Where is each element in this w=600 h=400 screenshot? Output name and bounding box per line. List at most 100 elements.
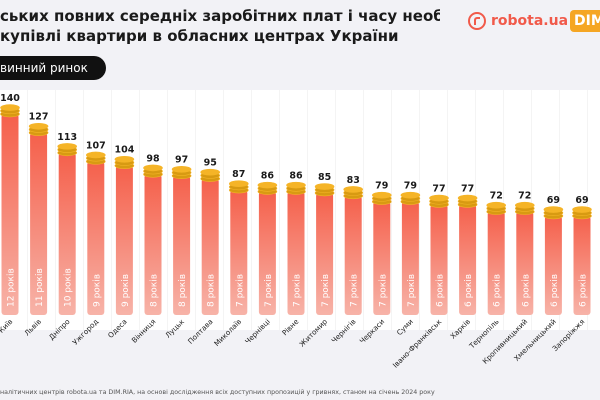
bars-group: 140 12 років Київ 127 11 років Львів 113 10 рок…	[0, 93, 592, 370]
coin-icon	[343, 186, 364, 193]
coin-icon	[229, 180, 249, 187]
coin-icon	[457, 194, 478, 202]
bar-value-label: 98	[146, 153, 160, 164]
bar-years-label: 8 років	[150, 274, 160, 307]
category-label: Одеса	[106, 317, 129, 340]
bar	[316, 192, 334, 315]
coin-icon	[171, 166, 192, 173]
bar-value-label: 107	[86, 140, 106, 151]
category-label: Полтава	[186, 317, 215, 346]
footer	[0, 376, 600, 400]
category-label: Дніпро	[47, 317, 72, 342]
bar-value-label: 72	[518, 191, 531, 202]
bar-value-label: 79	[375, 181, 388, 192]
coin-icon	[28, 122, 49, 130]
bar	[287, 191, 305, 315]
coin-icon	[486, 201, 507, 209]
bar	[30, 132, 48, 315]
bar-value-label: 85	[318, 172, 331, 183]
category-label: Київ	[0, 317, 14, 335]
bar-years-label: 7 років	[293, 274, 303, 307]
title-line-1: ських повних середніх заробітних плат і …	[0, 7, 440, 25]
bar-years-label: 6 років	[579, 274, 589, 307]
bar	[516, 211, 534, 315]
bar-years-label: 7 років	[378, 274, 388, 307]
category-label: Харків	[448, 317, 472, 341]
category-label: Чернівці	[243, 317, 272, 346]
bar	[201, 178, 219, 315]
bar	[230, 190, 248, 315]
bar	[430, 204, 448, 315]
bar-years-label: 6 років	[493, 274, 503, 307]
bar	[258, 191, 276, 315]
dim-logo: DIM	[570, 10, 600, 32]
coin-icon	[200, 168, 220, 176]
bar-years-label: 9 років	[92, 274, 102, 307]
bar-years-label: 9 років	[121, 274, 131, 307]
bar	[58, 152, 76, 315]
bar-years-label: 8 років	[178, 274, 188, 307]
bar-value-label: 69	[547, 195, 560, 206]
coin-icon	[114, 155, 135, 163]
coin-icon	[0, 104, 20, 111]
bar-chart: 140 12 років Київ 127 11 років Львів 113 10 рок…	[0, 93, 592, 370]
robota-logo: robota.ua	[468, 12, 568, 30]
bar	[487, 211, 505, 315]
bar-value-label: 79	[404, 181, 417, 192]
bar-value-label: 77	[461, 183, 474, 194]
category-label: Житомир	[297, 317, 329, 349]
bar-years-label: 7 років	[321, 274, 331, 307]
bar-years-label: 12 років	[7, 268, 17, 307]
bar-value-label: 77	[432, 183, 445, 194]
bar-value-label: 95	[204, 158, 217, 169]
bar-years-label: 7 років	[407, 274, 417, 307]
bar	[144, 174, 162, 315]
category-label: Суми	[395, 317, 415, 337]
bar	[459, 204, 477, 315]
brand-name: robota.ua	[491, 13, 569, 29]
title-line-2: купівлі квартири в обласних центрах Укра…	[0, 27, 399, 45]
bar	[544, 215, 562, 315]
bar	[115, 165, 133, 315]
category-label: Луцьк	[163, 317, 186, 340]
category-label: Ужгород	[71, 317, 101, 347]
coin-icon	[514, 201, 535, 209]
category-label: Львів	[22, 317, 43, 338]
coin-icon	[400, 191, 421, 199]
coin-icon	[143, 164, 163, 172]
bar-years-label: 6 років	[464, 274, 474, 307]
bar	[1, 114, 19, 315]
category-label: Черкаси	[358, 317, 387, 346]
category-label: Чернігів	[330, 317, 358, 345]
bar-years-label: 6 років	[521, 274, 531, 307]
bar-value-label: 86	[261, 171, 275, 182]
coin-icon	[371, 191, 392, 199]
bar	[401, 201, 419, 315]
bar	[573, 215, 591, 315]
bar-years-label: 8 років	[207, 274, 217, 307]
coin-icon	[543, 206, 564, 213]
bar-value-label: 140	[0, 93, 20, 104]
bar-years-label: 11 років	[35, 268, 45, 307]
bar-years-label: 6 років	[550, 274, 560, 307]
source-footnote: налітичних центрів robota.ua та DIM.RIA,…	[0, 389, 435, 396]
category-label: Івано-Франківськ	[391, 317, 444, 370]
category-label: Миколаїв	[212, 317, 243, 348]
bar-value-label: 72	[490, 191, 503, 202]
bar	[173, 175, 191, 315]
coin-icon	[57, 143, 77, 150]
category-label: Вінниця	[130, 317, 158, 345]
coin-icon	[86, 151, 106, 159]
coin-icon	[572, 206, 592, 213]
market-type-label: винний ринок	[0, 56, 106, 80]
bar	[344, 195, 362, 315]
bar-years-label: 7 років	[264, 274, 274, 307]
bar	[87, 161, 105, 315]
bar-years-label: 7 років	[350, 274, 360, 307]
bar-value-label: 127	[29, 112, 49, 123]
bar-years-label: 6 років	[436, 274, 446, 307]
bar-value-label: 69	[575, 195, 588, 206]
category-label: Рівне	[280, 317, 301, 338]
robota-logo-icon	[468, 12, 486, 30]
coin-icon	[286, 181, 306, 189]
